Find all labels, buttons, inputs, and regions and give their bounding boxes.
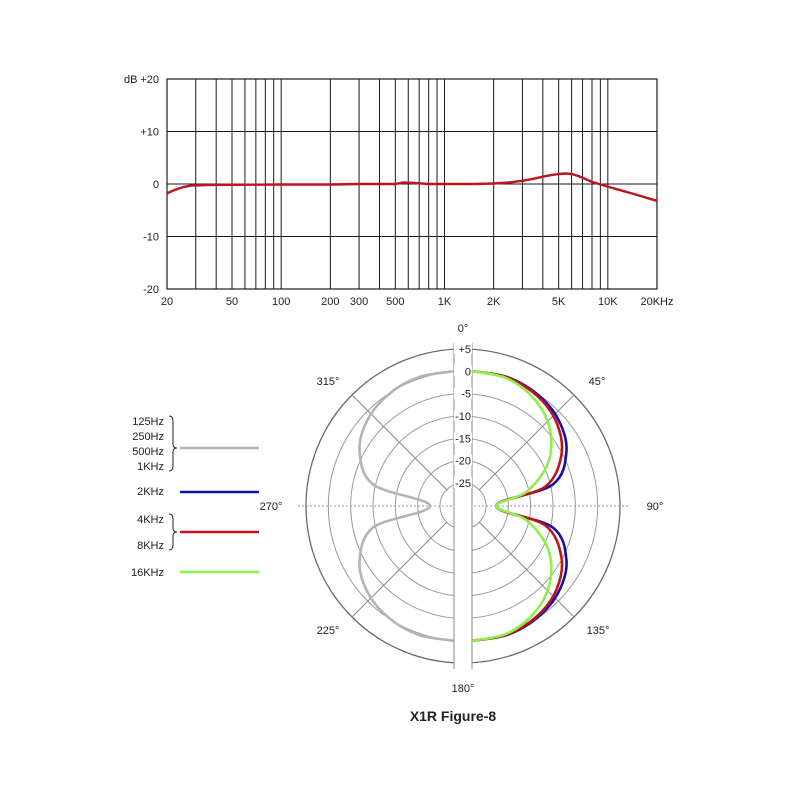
legend-label: 500Hz [132,446,164,458]
polar-tick-bg [454,343,472,354]
y-tick-label: -10 [143,232,159,244]
x-tick-label: 300 [350,296,368,308]
x-tick-label: 20KHz [640,296,673,308]
polar-angle-label: 135° [587,625,610,637]
frequency-response-chart: +20 +10 0 -10 -20 dB 20 50 100 200 300 500 1K 2K 5K 10K… [124,74,674,308]
polar-spoke [351,521,448,618]
x-tick-label: 1K [438,296,452,308]
polar-legend: 125Hz 250Hz 500Hz 1KHz 2KHz 4KHz 8KHz 16KHz [131,415,259,579]
legend-label: 2KHz [137,486,164,498]
polar-ring-label: -5 [461,389,471,401]
legend-label: 125Hz [132,416,164,428]
x-tick-label: 5K [552,296,566,308]
polar-curve-1 [358,370,455,642]
polar-ring-label: -15 [455,433,471,445]
polar-tick-bg [454,387,472,399]
polar-tick-bg [454,410,472,421]
legend-label: 1KHz [137,461,164,473]
polar-ring-label: -20 [455,456,471,468]
polar-angle-label: 225° [317,625,340,637]
polar-tick-bg [454,432,472,444]
polar-spoke [478,521,575,618]
polar-ring-label: -10 [455,411,471,423]
polar-pattern-chart: +5 0 -5 -10 -15 -20 -25 0° 45° 90° 135° 180° 225° 270… [260,323,664,695]
polar-channel [454,341,472,671]
polar-curve-4 [471,370,553,642]
polar-tick-bg [454,477,472,488]
polar-angle-label: 270° [260,501,283,513]
y-tick-label: +10 [140,127,159,139]
polar-angle-label: 180° [452,683,475,695]
x-tick-label: 20 [161,296,173,308]
x-tick-label: 2K [487,296,501,308]
legend-label: 16KHz [131,567,164,579]
legend-brace [168,513,178,551]
polar-angle-label: 45° [589,376,606,388]
polar-tick-bg [454,454,472,466]
polar-tick-bg [454,365,472,377]
polar-angle-label: 315° [317,376,340,388]
polar-chart-title: X1R Figure-8 [410,708,497,724]
plot-frame [166,78,658,290]
y-axis-unit: dB [124,74,137,86]
response-curve [166,172,658,202]
polar-ring-label: 0 [465,366,471,378]
polar-angle-label: 0° [458,323,469,335]
polar-angle-label: 90° [647,501,664,513]
legend-label: 8KHz [137,540,164,552]
legend-brace [168,415,178,472]
x-tick-label: 50 [226,296,238,308]
x-tick-label: 100 [272,296,290,308]
y-tick-label: -20 [143,284,159,296]
x-tick-label: 10K [598,296,618,308]
legend-label: 250Hz [132,431,164,443]
legend-label: 4KHz [137,514,164,526]
polar-spoke [351,394,448,491]
y-tick-label: +20 [140,74,159,86]
y-tick-label: 0 [153,179,159,191]
x-tick-label: 200 [321,296,339,308]
polar-spoke [478,394,575,491]
polar-ring-label: -25 [455,478,471,490]
x-tick-label: 500 [386,296,404,308]
polar-ring-label: +5 [458,344,471,356]
